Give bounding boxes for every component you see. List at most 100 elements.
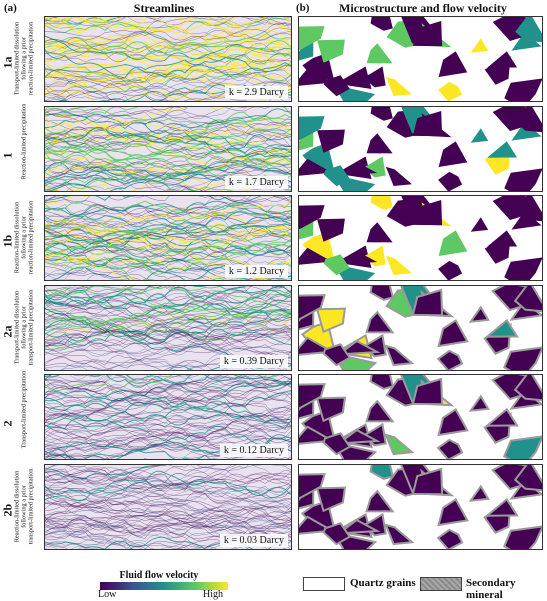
streamline [45,63,291,90]
streamline [45,215,291,246]
streamline [45,230,291,260]
pore-space [484,497,519,517]
streamline [45,475,291,499]
streamline [45,323,291,359]
pore-space [515,196,542,222]
streamlines-panel-2: k = 0.12 Darcy [44,374,292,460]
pore-space [370,106,393,121]
streamline [45,168,197,191]
streamline [45,470,291,501]
streamline [45,515,291,545]
streamline [45,17,291,36]
row-description: Transport-limited dissolution following a… [14,284,35,370]
pore-space [487,140,518,158]
streamline [45,429,291,448]
streamline [45,501,291,523]
pore-space [384,433,415,456]
pore-space [322,432,352,456]
streamline [45,331,291,354]
pore-space [335,518,381,535]
streamline [45,133,291,158]
streamline [45,29,291,44]
streamline [45,72,291,101]
streamline [45,106,188,125]
pore-space [438,51,468,77]
streamline [45,348,162,370]
pore-space [299,293,326,321]
streamline [45,238,291,258]
pore-space [511,121,542,141]
pore-space [487,230,518,247]
permeability-label: k = 0.12 Darcy [219,444,288,457]
pore-space [386,199,419,227]
streamline [45,473,291,492]
pore-space [365,399,395,423]
pore-space [386,110,419,138]
pore-space [504,78,542,101]
streamlines-panel-1: k = 1.7 Darcy [44,105,292,192]
streamline [45,135,291,161]
secondary-mineral-swatch [420,577,462,591]
streamline [45,227,291,244]
pore-space [438,140,468,167]
streamline [45,20,291,48]
pore-space [299,205,325,230]
pore-space [369,375,395,390]
streamline [45,21,291,49]
streamline [45,72,291,98]
streamline [45,543,202,549]
streamline [45,326,291,346]
streamlines-title: Streamlines [133,1,195,15]
streamline [45,308,291,329]
streamline [45,106,270,121]
pore-space [385,76,412,96]
row-description: Reaction-limited dissolution following a … [14,463,35,549]
streamline [45,79,265,101]
streamline [45,512,291,536]
row-description-line: Reaction-limited precipitation [20,103,28,179]
pore-space [317,129,345,153]
streamlines-panel-1a: k = 2.9 Darcy [44,16,292,102]
permeability-label: k = 2.9 Darcy [224,86,288,99]
streamline [45,464,291,486]
pore-space [468,483,490,502]
streamline [45,375,106,387]
pore-space [323,75,350,97]
streamline [45,285,291,303]
pore-space [370,17,393,31]
pore-space [299,158,332,176]
pore-space [515,106,542,132]
streamline [45,285,291,299]
streamline [45,17,291,33]
microstructure-image [299,17,542,101]
streamline [45,309,291,350]
streamline [45,216,291,242]
streamline [45,107,291,128]
pore-space [299,26,325,51]
streamlines-panel-2b: k = 0.03 Darcy [44,463,292,550]
pore-space [317,39,345,63]
row-description-line: Reaction-limited dissolution [13,201,21,274]
streamline [45,234,291,262]
streamline [45,41,291,60]
pore-space [511,211,542,230]
pore-space [470,217,489,232]
streamline [45,543,91,549]
streamline [45,474,291,514]
streamline [45,126,291,149]
streamline [45,472,291,495]
streamline [45,22,291,41]
quartz-grains-label: Quartz grains [350,577,416,589]
pore-space [365,489,395,512]
pore-space [470,127,489,143]
streamline [45,386,291,420]
streamline [45,389,291,422]
pore-space [299,472,326,500]
pore-space [511,32,542,51]
streamline [45,390,291,406]
streamline [45,120,291,150]
streamline [45,17,291,28]
streamline [45,413,291,452]
streamline [45,518,143,549]
pore-space [436,528,464,549]
